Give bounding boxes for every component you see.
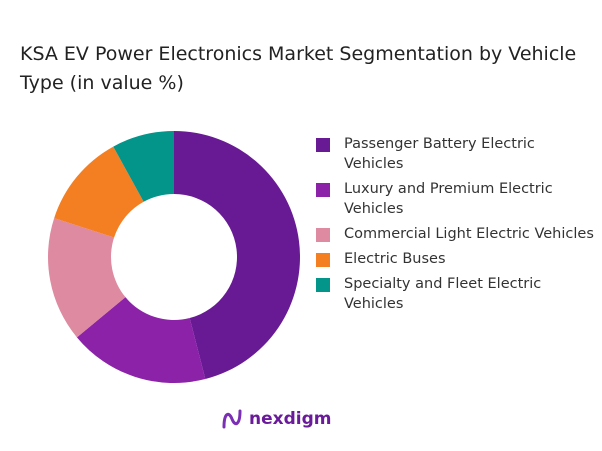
legend-item: Electric Buses — [316, 249, 596, 269]
legend-label: Specialty and Fleet Electric Vehicles — [344, 276, 542, 312]
nexdigm-logo: nexdigm — [221, 408, 331, 430]
donut-slice-5 — [113, 131, 174, 202]
legend-swatch — [316, 253, 330, 267]
legend-swatch — [316, 138, 330, 152]
legend-swatch — [316, 278, 330, 292]
nexdigm-logo-icon — [222, 409, 242, 429]
legend-swatch — [316, 183, 330, 197]
donut-slice-2 — [76, 297, 206, 383]
donut-slice-3 — [47, 218, 126, 338]
legend-label: Passenger Battery Electric Vehicles — [344, 136, 535, 172]
legend-label: Commercial Light Electric Vehicles — [344, 226, 594, 242]
legend-swatch — [316, 228, 330, 242]
logo-text: nexdigm — [249, 409, 332, 429]
legend-item: Commercial Light Electric Vehicles — [316, 224, 596, 244]
legend-item: Luxury and Premium Electric Vehicles — [316, 179, 596, 219]
donut-slice-4 — [54, 146, 144, 238]
donut-slice-1 — [174, 131, 300, 380]
chart-title: KSA EV Power Electronics Market Segmenta… — [20, 43, 577, 94]
legend-label: Electric Buses — [344, 251, 446, 267]
legend-label: Luxury and Premium Electric Vehicles — [344, 181, 553, 217]
legend: Passenger Battery Electric Vehicles Luxur… — [316, 134, 596, 319]
legend-item: Passenger Battery Electric Vehicles — [316, 134, 596, 174]
legend-item: Specialty and Fleet Electric Vehicles — [316, 274, 596, 314]
